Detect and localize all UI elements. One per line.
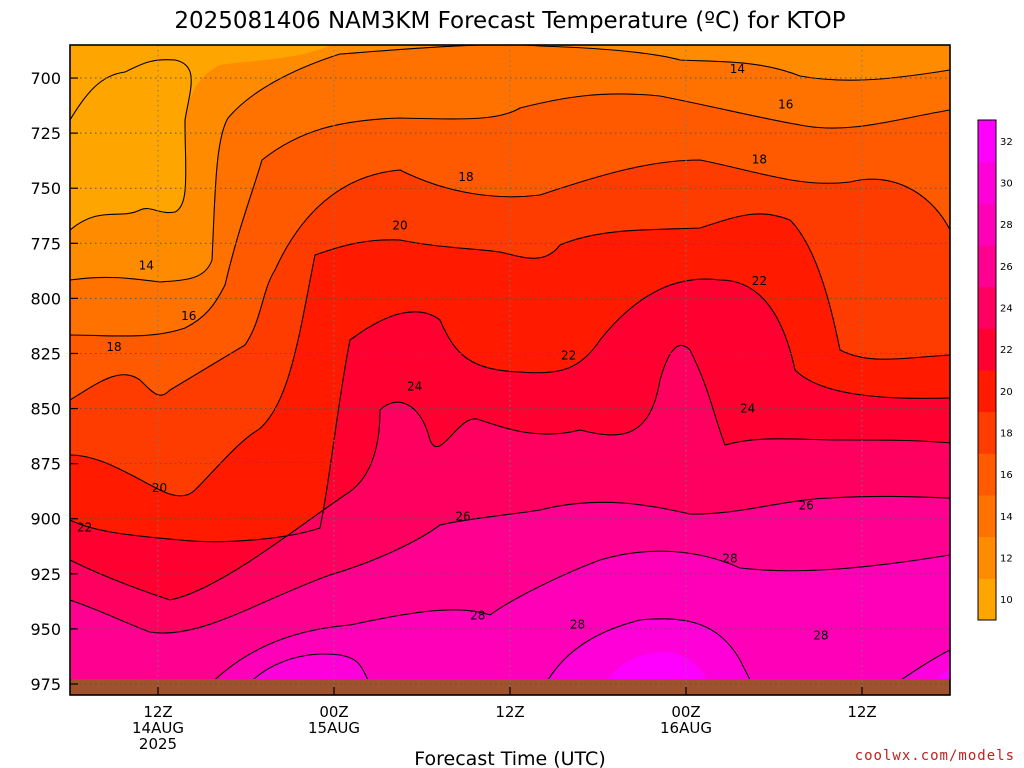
- colorbar-frame: [977, 119, 997, 621]
- contour-line-12: [70, 59, 192, 231]
- y-tick-label: 900: [30, 510, 61, 529]
- band-10-12: [70, 45, 330, 230]
- contour-label: 22: [561, 349, 576, 363]
- x-tick-label: 14AUG: [132, 719, 184, 737]
- colorbar-tick-label: 26: [1000, 262, 1013, 273]
- x-tick-label: 12Z: [847, 703, 876, 721]
- colorbar-swatch: [978, 536, 996, 579]
- colorbar: 10 12 14 16 18 20 22 24 26 28 30 32: [977, 119, 1013, 621]
- contour-label: 28: [470, 609, 485, 623]
- colorbar-tick-label: 14: [1000, 512, 1013, 523]
- contour-line-18: [70, 159, 950, 401]
- colorbar-swatch: [978, 203, 996, 246]
- y-tick-label: 800: [30, 289, 61, 308]
- contour-label: 22: [752, 274, 767, 288]
- contour-line-14: [70, 45, 950, 283]
- contour-label: 18: [458, 170, 473, 184]
- x-tick-label: 00Z: [319, 703, 348, 721]
- x-tick-label: 12Z: [495, 703, 524, 721]
- colorbar-swatch: [978, 578, 996, 621]
- colorbar-swatch: [978, 161, 996, 204]
- contour-label: 18: [752, 153, 767, 167]
- x-tick-label: 12Z: [143, 703, 172, 721]
- contour-label: 16: [778, 97, 793, 111]
- contour-label: 14: [730, 62, 745, 76]
- colorbar-tick-label: 20: [1000, 387, 1013, 398]
- grid-lines: [70, 45, 950, 695]
- x-tick-label: 16AUG: [660, 719, 712, 737]
- contour-label: 24: [407, 380, 422, 394]
- y-tick-label: 875: [30, 455, 61, 474]
- contour-line-16: [70, 93, 950, 337]
- contour-label: 26: [455, 510, 470, 524]
- contour-label: 24: [740, 402, 755, 416]
- y-tick-label: 725: [30, 124, 61, 143]
- x-axis-label: Forecast Time (UTC): [414, 748, 605, 768]
- contour-line-26: [70, 495, 950, 634]
- colorbar-swatch: [978, 245, 996, 288]
- y-tick-label: 975: [30, 675, 61, 694]
- y-axis: 700 725 750 775 800 825 850 875 900 925 950 975: [30, 69, 78, 694]
- contour-line-22: [70, 278, 950, 543]
- colorbar-swatch: [978, 120, 996, 163]
- colorbar-swatch: [978, 495, 996, 538]
- colorbar-tick-label: 12: [1000, 554, 1013, 565]
- colorbar-swatch: [978, 453, 996, 496]
- contour-label: 20: [152, 481, 167, 495]
- x-tick-label: 15AUG: [308, 719, 360, 737]
- colorbar-tick-label: 10: [1000, 595, 1013, 606]
- contour-label: 28: [570, 617, 585, 631]
- colorbar-tick-label: 32: [1000, 137, 1013, 148]
- colorbar-tick-label: 18: [1000, 429, 1013, 440]
- x-tick-label: 2025: [139, 735, 177, 753]
- contour-line-24: [70, 344, 950, 601]
- contour-label: 14: [139, 258, 154, 272]
- contour-line-20: [70, 213, 950, 497]
- contour-label: 26: [799, 499, 814, 513]
- colorbar-tick-label: 16: [1000, 470, 1013, 481]
- colorbar-swatch: [978, 370, 996, 413]
- contour-lines: [70, 45, 950, 695]
- contour-label: 28: [813, 629, 828, 643]
- band-28-30: [200, 551, 950, 695]
- colorbar-swatch: [978, 328, 996, 371]
- y-tick-label: 750: [30, 179, 61, 198]
- colorbar-swatch: [978, 286, 996, 329]
- contour-fill: [70, 45, 950, 695]
- contour-label: 20: [392, 219, 407, 233]
- y-tick-label: 950: [30, 620, 61, 639]
- y-tick-label: 825: [30, 344, 61, 363]
- chart-title: 2025081406 NAM3KM Forecast Temperature (…: [174, 8, 845, 34]
- colorbar-tick-label: 24: [1000, 304, 1013, 315]
- contour-label: 22: [77, 521, 92, 535]
- contour-label: 18: [106, 340, 121, 354]
- contour-labels: 14 16 18 18 20 22 22 24 24 26 26 28 28 28 28 14 16 18 20 22: [77, 62, 829, 642]
- y-tick-label: 925: [30, 565, 61, 584]
- watermark: coolwx.com/models: [855, 748, 1015, 764]
- y-tick-label: 700: [30, 69, 61, 88]
- colorbar-swatch: [978, 411, 996, 454]
- y-tick-label: 850: [30, 400, 61, 419]
- x-tick-label: 00Z: [671, 703, 700, 721]
- colorbar-tick-label: 28: [1000, 220, 1013, 231]
- band-30-32: [240, 618, 950, 695]
- colorbar-tick-label: 30: [1000, 179, 1013, 190]
- contour-label: 28: [722, 551, 737, 565]
- colorbar-tick-label: 22: [1000, 345, 1013, 356]
- contour-label: 16: [181, 309, 196, 323]
- y-tick-label: 775: [30, 234, 61, 253]
